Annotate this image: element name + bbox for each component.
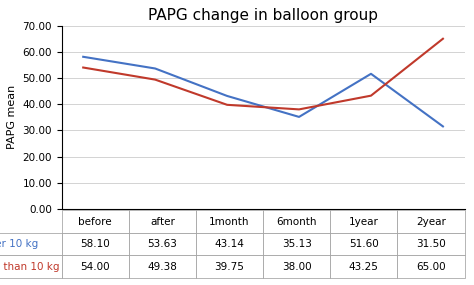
Title: PAPG change in balloon group: PAPG change in balloon group <box>148 8 378 23</box>
Y-axis label: PAPG mean: PAPG mean <box>7 85 17 149</box>
